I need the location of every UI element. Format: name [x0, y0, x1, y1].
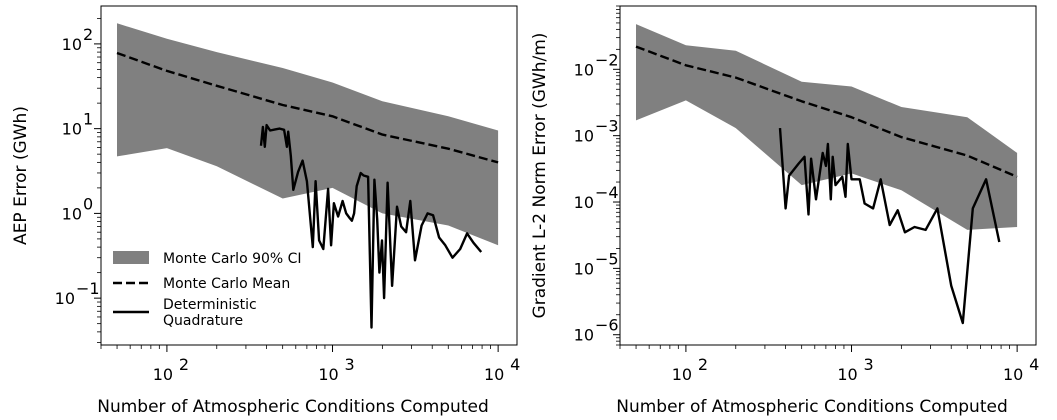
y-tick-label: 10 — [574, 326, 594, 345]
plot-frame — [619, 5, 1037, 346]
y-tick-exponent: −6 — [595, 316, 619, 335]
y-tick-label: 10 — [62, 204, 82, 223]
x-tick-label: 10 — [484, 365, 504, 384]
legend-label-line2: Quadrature — [163, 313, 243, 329]
x-tick-label: 10 — [153, 365, 173, 384]
y-tick-exponent: −5 — [595, 249, 619, 268]
y-tick-label: 10 — [55, 289, 75, 308]
series-band-ci — [117, 23, 499, 246]
y-tick-label: 10 — [574, 60, 594, 79]
y-tick-exponent: 0 — [83, 194, 93, 213]
legend-label: Deterministic — [163, 297, 257, 313]
y-tick-exponent: −3 — [595, 117, 619, 136]
y-tick-label: 10 — [574, 259, 594, 278]
y-tick-exponent: −1 — [76, 279, 100, 298]
x-tick-label: 10 — [837, 365, 857, 384]
y-tick-label: 10 — [574, 193, 594, 212]
series-line-quadrature — [778, 128, 1001, 325]
legend-swatch-band — [113, 251, 149, 264]
y-tick-exponent: −2 — [595, 50, 619, 69]
y-tick-label: 10 — [62, 120, 82, 139]
x-axis-label: Number of Atmospheric Conditions Compute… — [616, 397, 1007, 417]
x-axis-label: Number of Atmospheric Conditions Compute… — [97, 397, 488, 417]
x-tick-label: 10 — [1003, 365, 1023, 384]
x-tick-exponent: 4 — [510, 355, 520, 374]
x-tick-exponent: 3 — [864, 355, 874, 374]
y-tick-exponent: 2 — [83, 25, 93, 44]
y-tick-label: 10 — [574, 127, 594, 146]
x-tick-exponent: 4 — [1029, 355, 1039, 374]
y-tick-exponent: 1 — [83, 110, 93, 129]
legend: Monte Carlo 90% CI Monte Carlo Mean Determ… — [113, 251, 302, 329]
x-tick-label: 10 — [318, 365, 338, 384]
series-band-ci — [636, 24, 1018, 230]
plot-area — [116, 23, 499, 329]
x-tick-exponent: 2 — [179, 355, 189, 374]
x-tick-exponent: 3 — [345, 355, 355, 374]
y-tick-label: 10 — [62, 35, 82, 54]
y-axis-label: Gradient L-2 Norm Error (GWh/m) — [530, 33, 550, 319]
series-line-mean — [635, 45, 1018, 178]
legend-label: Monte Carlo 90% CI — [163, 251, 302, 267]
series-line-quadrature — [259, 123, 483, 329]
y-tick-exponent: −4 — [595, 183, 619, 202]
legend-label: Monte Carlo Mean — [163, 276, 290, 292]
x-tick-label: 10 — [672, 365, 692, 384]
plot-area — [635, 24, 1018, 325]
y-axis-label: AEP Error (GWh) — [11, 106, 31, 245]
series-line-mean — [116, 51, 499, 164]
plot-frame — [100, 5, 518, 346]
x-tick-exponent: 2 — [698, 355, 708, 374]
